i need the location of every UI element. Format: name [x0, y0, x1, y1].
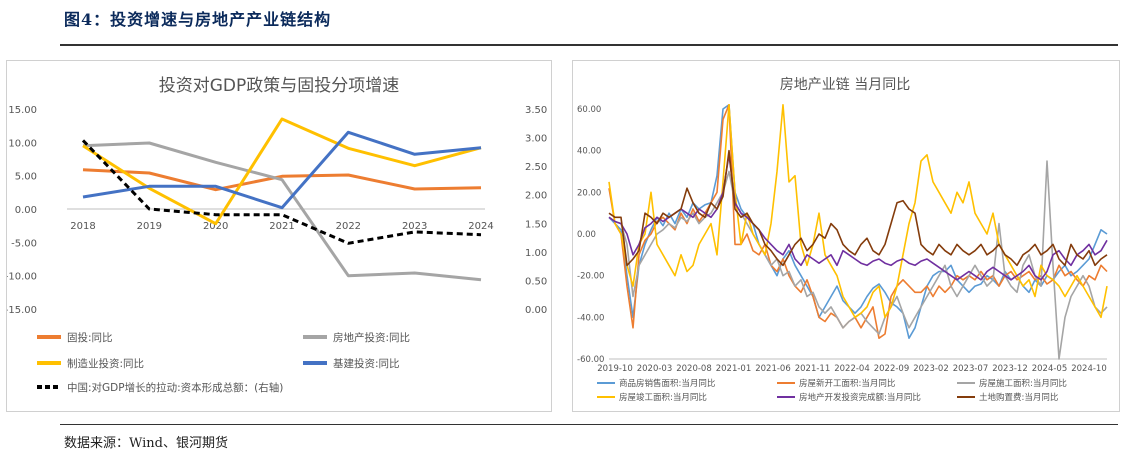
legend-label: 土地购置费:当月同比 — [979, 392, 1058, 403]
top-rule — [60, 44, 1118, 46]
series-line-0 — [82, 168, 482, 192]
legend-label: 固投:同比 — [67, 331, 113, 344]
y-tick-label: 60.00 — [577, 105, 601, 115]
series-line-4 — [608, 154, 1108, 281]
legend-label: 中国:对GDP增长的拉动:资本形成总额：(右轴) — [67, 381, 283, 394]
y-left-tick-label: -10.00 — [7, 272, 37, 283]
figure-title: 图4：投资增速与房地产产业链结构 — [64, 10, 332, 29]
right-chart-panel: 房地产业链 当月同比 60.00 40.00 20.00 0.00 -20.00 -40.0… — [572, 60, 1120, 412]
y-right-tick-label: 2.50 — [525, 162, 547, 173]
x-tick-label: 2023-12 — [992, 364, 1028, 374]
x-tick-label: 2019-10 — [597, 364, 633, 374]
y-right-tick-label: 2.00 — [525, 191, 547, 202]
x-tick-label: 2022-09 — [874, 364, 910, 374]
x-tick-label: 2019 — [137, 221, 162, 232]
bottom-rule — [60, 424, 1118, 425]
y-right-tick-label: 3.50 — [525, 105, 547, 116]
x-tick-label: 2021 — [269, 221, 294, 232]
y-right-tick-label: 0.50 — [525, 276, 547, 287]
legend-label: 房屋施工面积:当月同比 — [979, 378, 1067, 389]
x-tick-label: 2023-07 — [953, 364, 989, 374]
x-tick-label: 2023 — [402, 221, 427, 232]
x-tick-label: 2021-11 — [795, 364, 831, 374]
series-line-0 — [608, 103, 1108, 340]
x-tick-label: 2022 — [336, 221, 361, 232]
series-line-1 — [608, 103, 1108, 340]
legend-label: 房地产开发投资完成额:当月同比 — [799, 392, 921, 403]
x-tick-label: 2022-04 — [834, 364, 870, 374]
y-left-tick-label: -15.00 — [7, 305, 37, 316]
legend-label: 基建投资:同比 — [333, 357, 400, 370]
left-chart: 投资对GDP政策与固投分项增速 15.00 10.00 5.00 0.00 -5.00 -1… — [7, 76, 547, 394]
right-chart: 房地产业链 当月同比 60.00 40.00 20.00 0.00 -20.00 -40.0… — [577, 77, 1108, 403]
legend-label: 商品房销售面积:当月同比 — [619, 378, 715, 389]
legend-label: 制造业投资:同比 — [67, 357, 144, 370]
x-tick-label: 2023-02 — [913, 364, 949, 374]
series-line-2 — [82, 117, 482, 226]
x-tick-label: 2024-05 — [1032, 364, 1068, 374]
y-left-tick-label: 5.00 — [15, 172, 37, 183]
x-tick-label: 2024 — [468, 221, 493, 232]
y-left-tick-label: 0.00 — [15, 205, 37, 216]
x-tick-label: 2020-08 — [676, 364, 712, 374]
series-line-5 — [608, 149, 1108, 267]
legend-label: 房屋竣工面积:当月同比 — [619, 392, 707, 403]
x-tick-label: 2020 — [203, 221, 228, 232]
series-line-1 — [82, 141, 482, 282]
y-tick-label: 0.00 — [577, 230, 596, 240]
y-left-tick-label: -5.00 — [11, 238, 37, 249]
series-line-4 — [81, 139, 482, 245]
chart-title: 房地产业链 当月同比 — [780, 77, 910, 93]
legend-label: 房屋新开工面积:当月同比 — [799, 378, 895, 389]
y-left-tick-label: 10.00 — [8, 138, 37, 149]
x-tick-label: 2021-06 — [755, 364, 791, 374]
y-right-tick-label: 1.50 — [525, 219, 547, 230]
x-tick-label: 2021-01 — [716, 364, 752, 374]
legend-label: 房地产投资:同比 — [333, 331, 410, 344]
series-line-3 — [82, 130, 482, 210]
y-right-tick-label: 0.00 — [525, 305, 547, 316]
y-right-tick-label: 3.00 — [525, 134, 547, 145]
series-line-3 — [608, 103, 1108, 319]
y-tick-label: 40.00 — [577, 147, 601, 157]
y-tick-label: -20.00 — [577, 272, 604, 282]
y-tick-label: -60.00 — [577, 355, 604, 365]
y-right-tick-label: 1.00 — [525, 248, 547, 259]
y-tick-label: -40.00 — [577, 313, 604, 323]
x-tick-label: 2024-10 — [1071, 364, 1107, 374]
left-chart-panel: 投资对GDP政策与固投分项增速 15.00 10.00 5.00 0.00 -5.00 -1… — [6, 60, 552, 412]
x-tick-label: 2018 — [70, 221, 95, 232]
y-left-tick-label: 15.00 — [8, 105, 37, 116]
source-note: 数据来源：Wind、银河期货 — [64, 436, 228, 451]
chart-title: 投资对GDP政策与固投分项增速 — [159, 76, 400, 96]
y-tick-label: 20.00 — [577, 188, 601, 198]
x-tick-label: 2020-03 — [637, 364, 673, 374]
